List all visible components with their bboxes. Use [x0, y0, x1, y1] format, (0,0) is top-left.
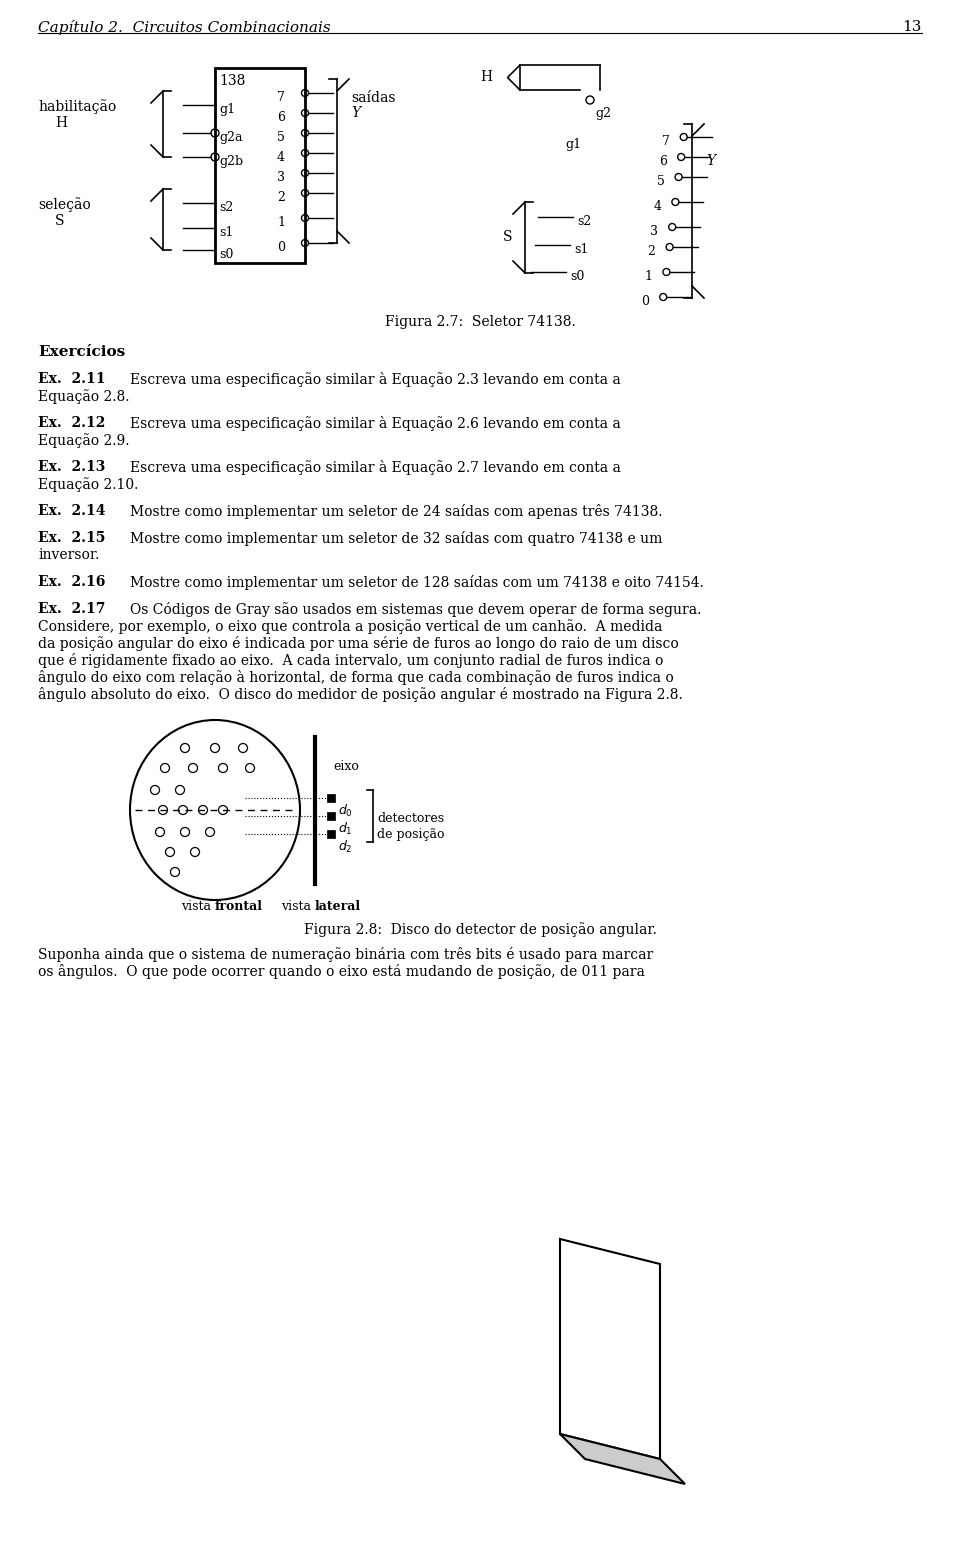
Text: g1: g1 [219, 103, 235, 117]
Text: g2a: g2a [219, 131, 243, 145]
Text: 6: 6 [660, 155, 667, 168]
Text: 1: 1 [644, 270, 653, 283]
Text: s0: s0 [570, 270, 585, 283]
Text: Mostre como implementar um seletor de 24 saídas com apenas três 74138.: Mostre como implementar um seletor de 24… [130, 503, 662, 519]
Text: Figura 2.7:  Seletor 74138.: Figura 2.7: Seletor 74138. [385, 315, 575, 329]
Text: vista: vista [181, 900, 215, 914]
Text: Y: Y [706, 154, 715, 168]
Text: S: S [55, 214, 64, 228]
Text: inversor.: inversor. [38, 549, 100, 563]
Text: Suponha ainda que o sistema de numeração binária com três bits é usado para marc: Suponha ainda que o sistema de numeração… [38, 946, 653, 962]
Bar [215, 68, 305, 263]
Text: 4: 4 [654, 200, 661, 213]
Text: s1: s1 [574, 242, 588, 256]
Text: ângulo absoluto do eixo.  O disco do medidor de posição angular é mostrado na Fi: ângulo absoluto do eixo. O disco do medi… [38, 687, 683, 702]
Text: Equação 2.9.: Equação 2.9. [38, 434, 130, 448]
Text: 7: 7 [661, 135, 669, 148]
Text: Escreva uma especificação similar à Equação 2.6 levando em conta a: Escreva uma especificação similar à Equa… [130, 416, 621, 430]
Text: Mostre como implementar um seletor de 128 saídas com um 74138 e oito 74154.: Mostre como implementar um seletor de 12… [130, 575, 704, 591]
Text: de posição: de posição [377, 828, 444, 841]
Text: detectores: detectores [377, 813, 444, 825]
Text: ângulo do eixo com relação à horizontal, de forma que cada combinação de furos i: ângulo do eixo com relação à horizontal,… [38, 670, 674, 685]
Text: g2b: g2b [219, 155, 243, 168]
Text: 5: 5 [657, 176, 664, 188]
Text: Escreva uma especificação similar à Equação 2.7 levando em conta a: Escreva uma especificação similar à Equa… [130, 460, 621, 476]
Text: Ex.  2.11: Ex. 2.11 [38, 371, 106, 385]
Text: saídas: saídas [351, 92, 396, 106]
Text: seleção: seleção [38, 197, 91, 211]
Text: Equação 2.10.: Equação 2.10. [38, 477, 138, 493]
Text: os ângulos.  O que pode ocorrer quando o eixo está mudando de posição, de 011 pa: os ângulos. O que pode ocorrer quando o … [38, 963, 645, 979]
Text: g1: g1 [565, 138, 581, 151]
Text: H: H [480, 70, 492, 84]
Text: 6: 6 [277, 110, 285, 124]
Text: 0: 0 [277, 241, 285, 253]
Bar [327, 830, 335, 838]
Text: Y: Y [351, 106, 360, 120]
Polygon shape [560, 1434, 685, 1484]
Text: Figura 2.8:  Disco do detector de posição angular.: Figura 2.8: Disco do detector de posição… [303, 922, 657, 937]
Text: S: S [503, 230, 513, 244]
Text: 1: 1 [277, 216, 285, 228]
Text: vista: vista [281, 900, 315, 914]
Text: 13: 13 [902, 20, 922, 34]
Text: s2: s2 [219, 200, 233, 214]
Text: 2: 2 [277, 191, 285, 204]
Text: s0: s0 [219, 249, 233, 261]
Text: 138: 138 [219, 75, 246, 89]
Text: Ex.  2.12: Ex. 2.12 [38, 416, 106, 430]
Text: s1: s1 [219, 225, 233, 239]
Text: Considere, por exemplo, o eixo que controla a posição vertical de um canhão.  A : Considere, por exemplo, o eixo que contr… [38, 618, 662, 634]
Text: Ex.  2.13: Ex. 2.13 [38, 460, 106, 474]
Polygon shape [560, 1239, 660, 1459]
Text: g2: g2 [595, 107, 611, 120]
Text: Mostre como implementar um seletor de 32 saídas com quatro 74138 e um: Mostre como implementar um seletor de 32… [130, 531, 662, 545]
Text: Ex.  2.17: Ex. 2.17 [38, 601, 106, 615]
Ellipse shape [130, 720, 300, 900]
Bar [327, 794, 335, 802]
Text: lateral: lateral [315, 900, 361, 914]
Text: Ex.  2.15: Ex. 2.15 [38, 531, 106, 545]
Text: Ex.  2.16: Ex. 2.16 [38, 575, 106, 589]
Text: 2: 2 [648, 246, 656, 258]
Text: $d_2$: $d_2$ [338, 839, 352, 855]
Text: Os Códigos de Gray são usados em sistemas que devem operar de forma segura.: Os Códigos de Gray são usados em sistema… [130, 601, 702, 617]
Text: habilitação: habilitação [38, 99, 116, 113]
Text: da posição angular do eixo é indicada por uma série de furos ao longo do raio de: da posição angular do eixo é indicada po… [38, 636, 679, 651]
Text: H: H [55, 117, 67, 131]
Text: $d_0$: $d_0$ [338, 803, 353, 819]
Text: Exercícios: Exercícios [38, 345, 125, 359]
Text: frontal: frontal [215, 900, 263, 914]
Text: 3: 3 [650, 225, 659, 238]
Bar [327, 813, 335, 821]
Text: 0: 0 [641, 295, 649, 308]
Text: Escreva uma especificação similar à Equação 2.3 levando em conta a: Escreva uma especificação similar à Equa… [130, 371, 621, 387]
Text: 5: 5 [277, 131, 285, 145]
Text: Capítulo 2.  Circuitos Combinacionais: Capítulo 2. Circuitos Combinacionais [38, 20, 331, 36]
Text: 3: 3 [277, 171, 285, 183]
Text: que é rigidamente fixado ao eixo.  A cada intervalo, um conjunto radial de furos: que é rigidamente fixado ao eixo. A cada… [38, 653, 663, 668]
Text: $d_1$: $d_1$ [338, 821, 352, 838]
Text: 4: 4 [277, 151, 285, 165]
Text: Equação 2.8.: Equação 2.8. [38, 388, 130, 404]
Text: Ex.  2.14: Ex. 2.14 [38, 503, 106, 517]
Text: eixo: eixo [333, 760, 359, 772]
Text: 7: 7 [277, 92, 285, 104]
Text: s2: s2 [578, 214, 591, 228]
